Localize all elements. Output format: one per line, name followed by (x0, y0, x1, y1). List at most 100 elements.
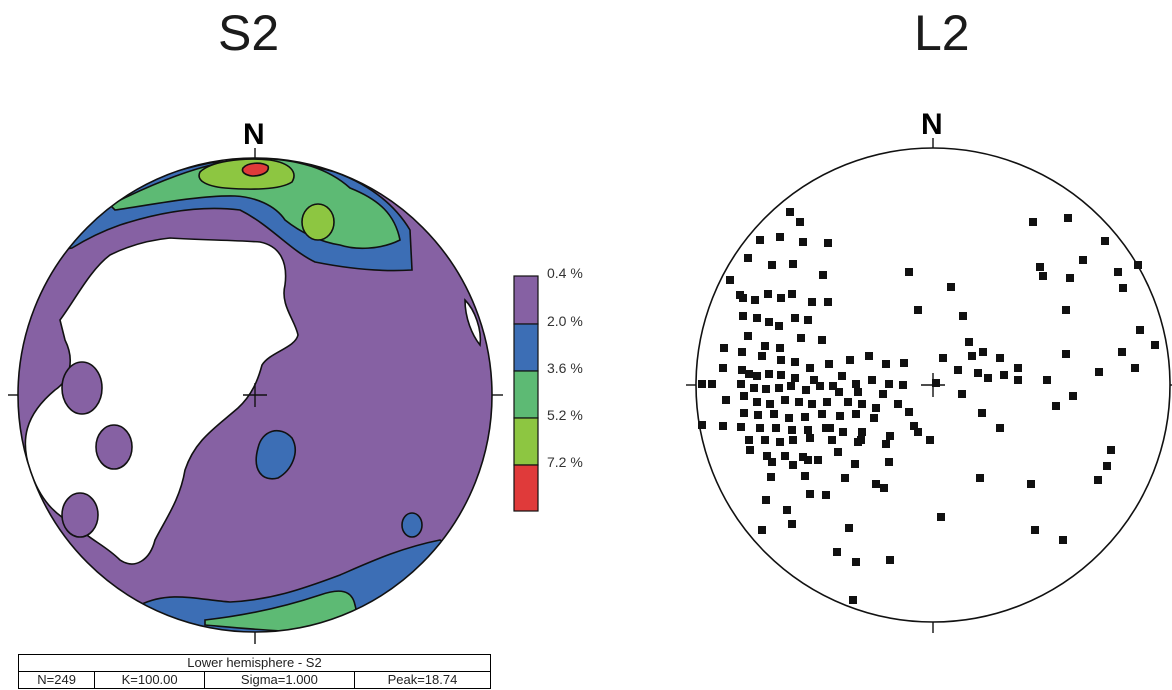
l2-point (905, 268, 913, 276)
l2-point (900, 359, 908, 367)
l2-point (772, 424, 780, 432)
l2-point (744, 332, 752, 340)
contour-region-5-2-east (301, 203, 335, 241)
l2-point (1064, 214, 1072, 222)
l2-point (776, 233, 784, 241)
l2-point (736, 291, 744, 299)
l2-point (1131, 364, 1139, 372)
l2-point (814, 456, 822, 464)
contour-empty-east (464, 298, 482, 347)
l2-point (818, 410, 826, 418)
l2-point (740, 392, 748, 400)
s2-contour-net: N (8, 118, 503, 644)
l2-point (996, 424, 1004, 432)
l2-point (768, 261, 776, 269)
l2-point (886, 556, 894, 564)
l2-point (719, 364, 727, 372)
l2-point (852, 380, 860, 388)
l2-point (788, 520, 796, 528)
l2-point (762, 385, 770, 393)
l2-point (746, 446, 754, 454)
l2-point (801, 472, 809, 480)
l2-point (1039, 272, 1047, 280)
l2-point (829, 382, 837, 390)
l2-point (804, 426, 812, 434)
l2-north-label: N (921, 108, 943, 141)
l2-point (770, 410, 778, 418)
l2-point (799, 238, 807, 246)
l2-point (795, 398, 803, 406)
stats-peak: Peak=18.74 (353, 671, 492, 689)
contour-region-3-6-south (204, 590, 357, 632)
l2-point (783, 506, 791, 514)
l2-point (1119, 284, 1127, 292)
legend-label-1: 0.4 % (547, 265, 583, 281)
l2-point (932, 379, 940, 387)
l2-point (835, 388, 843, 396)
l2-point (824, 298, 832, 306)
l2-point (828, 436, 836, 444)
l2-point (1136, 326, 1144, 334)
l2-point (789, 260, 797, 268)
l2-point (765, 318, 773, 326)
s2-stats-table: Lower hemisphere - S2 N=249 K=100.00 Sig… (17, 654, 492, 689)
l2-point (791, 314, 799, 322)
l2-point (978, 409, 986, 417)
l2-point (786, 208, 794, 216)
l2-point (739, 312, 747, 320)
l2-point (745, 370, 753, 378)
l2-point (753, 372, 761, 380)
stats-n: N=249 (17, 671, 96, 689)
l2-point (974, 369, 982, 377)
l2-point (905, 408, 913, 416)
l2-point (765, 370, 773, 378)
l2-point (799, 453, 807, 461)
l2-point (791, 358, 799, 366)
l2-point (758, 526, 766, 534)
l2-point (737, 423, 745, 431)
l2-point (745, 436, 753, 444)
l2-point (808, 298, 816, 306)
contour-purple-island-3 (61, 492, 99, 538)
l2-point (791, 374, 799, 382)
l2-point (872, 480, 880, 488)
legend-label-5: 7.2 % (547, 454, 583, 470)
l2-point (959, 312, 967, 320)
l2-point (976, 474, 984, 482)
l2-point (882, 360, 890, 368)
l2-point (818, 336, 826, 344)
legend-swatch-2 (513, 323, 539, 372)
l2-point (834, 448, 842, 456)
l2-point (804, 456, 812, 464)
legend-label-3: 3.6 % (547, 360, 583, 376)
l2-point (801, 413, 809, 421)
l2-lineation-points (698, 208, 1159, 604)
l2-point (894, 400, 902, 408)
l2-point (947, 283, 955, 291)
l2-point (775, 384, 783, 392)
stats-header: Lower hemisphere - S2 (18, 654, 491, 672)
stats-k: K=100.00 (94, 671, 205, 689)
l2-point (1062, 306, 1070, 314)
l2-point (808, 400, 816, 408)
l2-point (753, 398, 761, 406)
l2-point (825, 360, 833, 368)
l2-point (761, 436, 769, 444)
l2-point (806, 490, 814, 498)
legend-swatch-3 (513, 370, 539, 419)
l2-point (816, 382, 824, 390)
l2-point (777, 371, 785, 379)
l2-point (1052, 402, 1060, 410)
l2-point (1027, 480, 1035, 488)
s2-north-label: N (243, 118, 265, 151)
contour-region-2-0-southeast (401, 512, 423, 538)
l2-point (796, 218, 804, 226)
l2-point (968, 352, 976, 360)
l2-point (698, 421, 706, 429)
l2-point (788, 290, 796, 298)
l2-point (849, 596, 857, 604)
l2-point (788, 426, 796, 434)
l2-point (1114, 268, 1122, 276)
l2-point (785, 414, 793, 422)
l2-point (806, 434, 814, 442)
